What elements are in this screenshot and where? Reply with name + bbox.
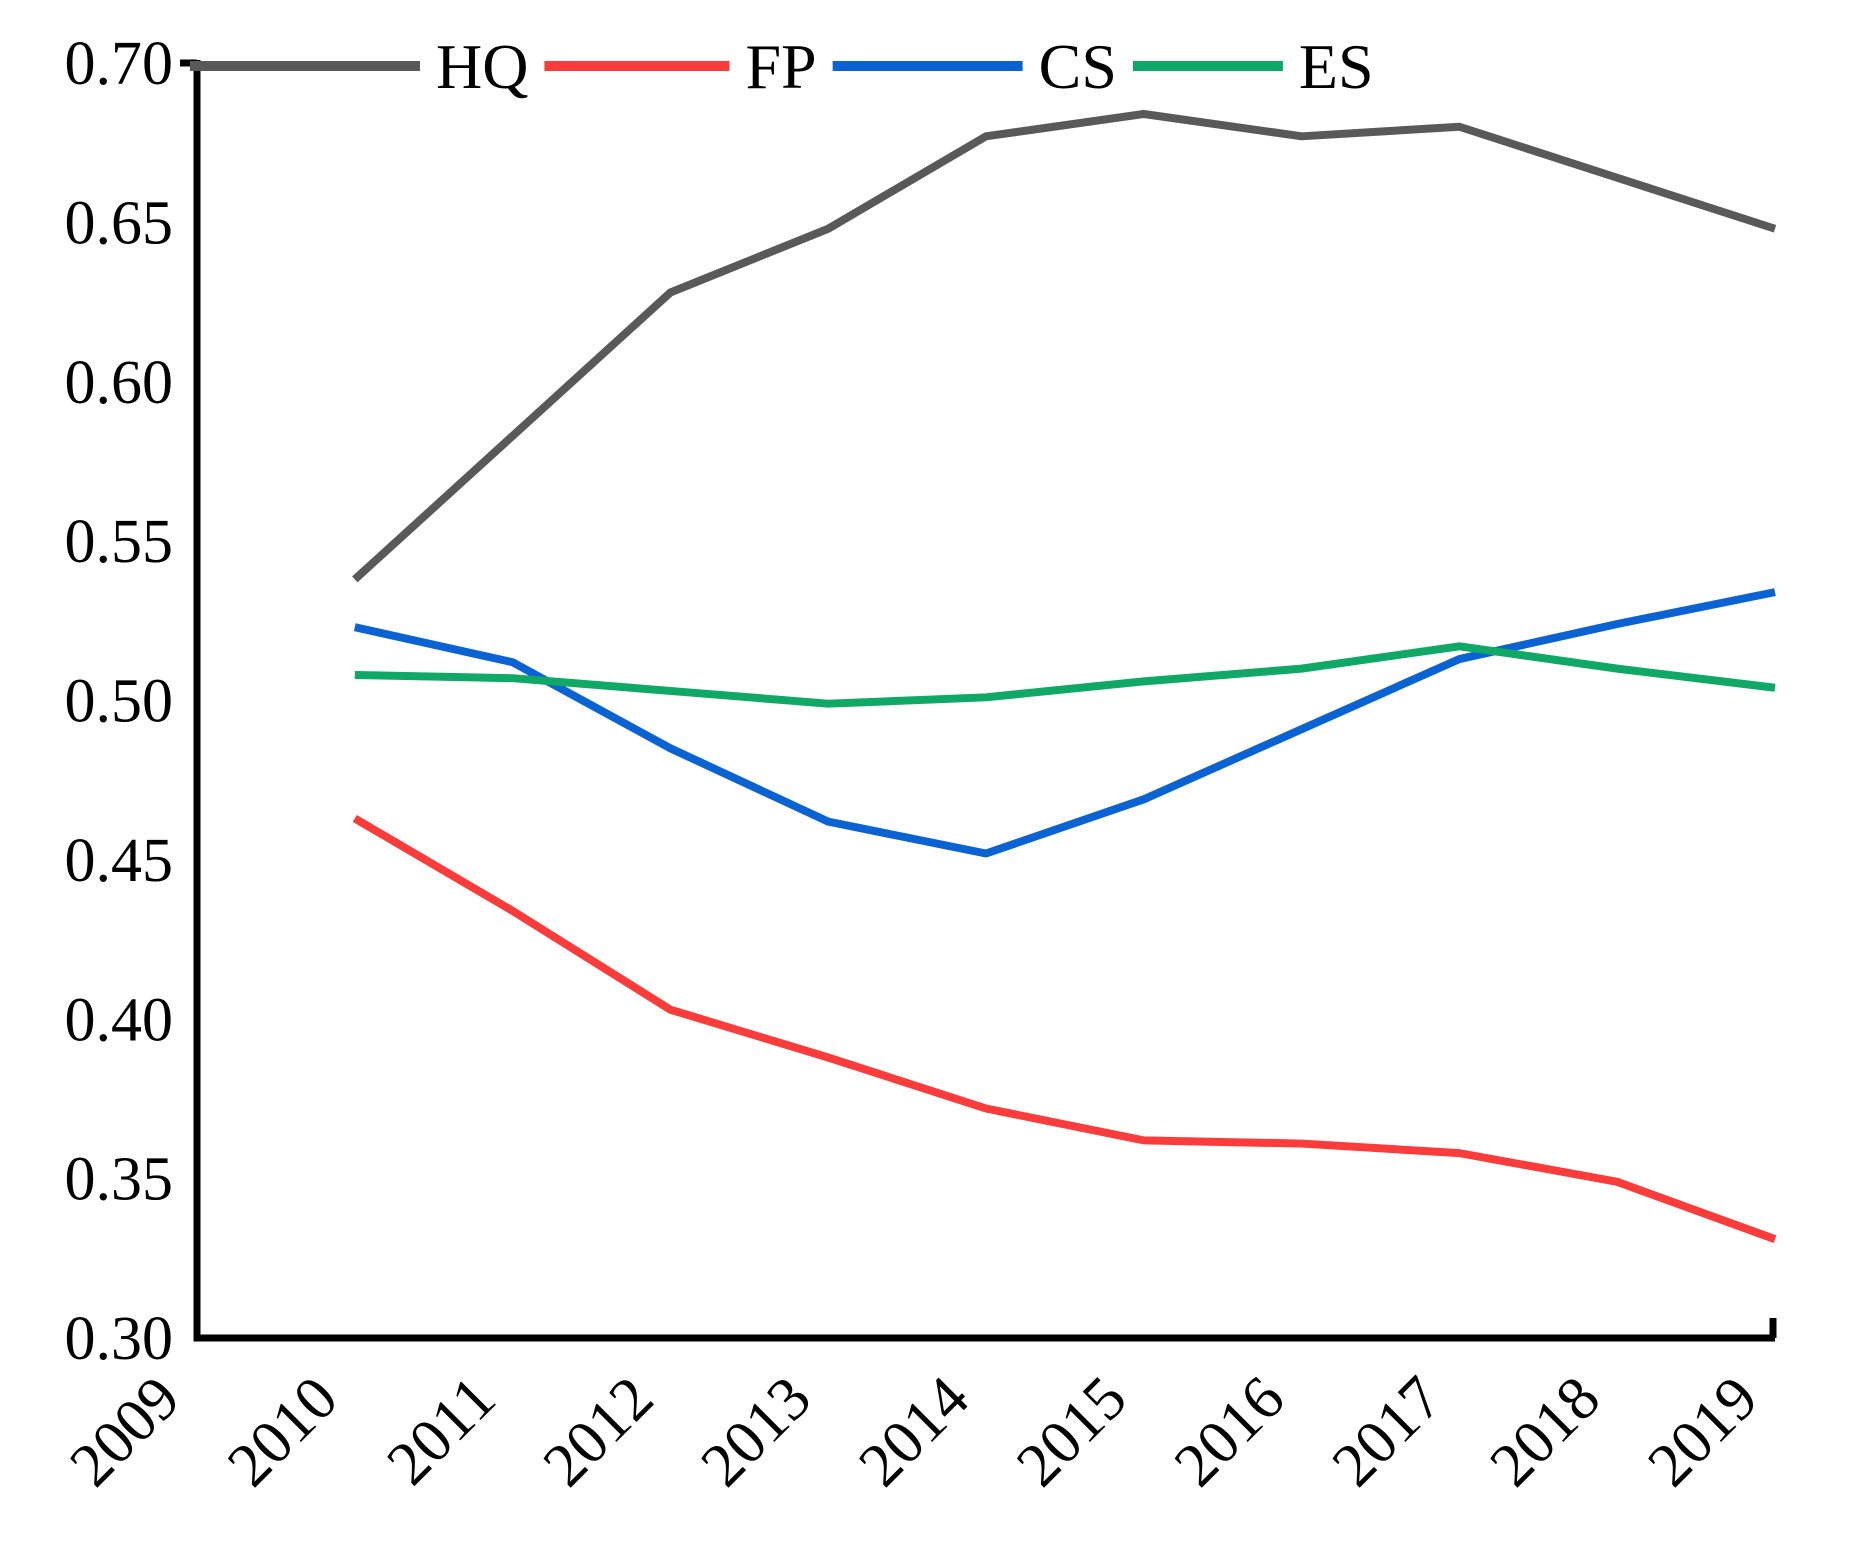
y-tick-label: 0.65 bbox=[65, 189, 174, 257]
x-tick-label: 2012 bbox=[531, 1364, 667, 1500]
x-tick-label: 2011 bbox=[374, 1364, 508, 1498]
y-tick-label: 0.60 bbox=[65, 349, 174, 417]
x-tick-label: 2016 bbox=[1162, 1364, 1298, 1500]
series-line-hq bbox=[352, 110, 1777, 583]
y-tick-label: 0.30 bbox=[65, 1305, 174, 1373]
y-tick-label: 0.45 bbox=[65, 827, 174, 895]
y-tick-label: 0.35 bbox=[65, 1146, 174, 1214]
y-tick-label: 0.70 bbox=[65, 30, 174, 98]
x-tick-label: 2019 bbox=[1635, 1364, 1771, 1500]
legend-label-fp: FP bbox=[745, 31, 816, 102]
x-tick-label: 2010 bbox=[215, 1364, 351, 1500]
y-tick-label: 0.55 bbox=[65, 508, 174, 576]
series-line-es bbox=[354, 642, 1776, 708]
series-line-fp bbox=[352, 814, 1777, 1243]
x-tick-label: 2009 bbox=[57, 1364, 193, 1500]
x-tick-label: 2013 bbox=[688, 1364, 824, 1500]
x-tick-label: 2014 bbox=[846, 1364, 982, 1500]
series-line-cs bbox=[353, 588, 1776, 858]
y-tick-label: 0.50 bbox=[65, 668, 174, 736]
legend-label-cs: CS bbox=[1039, 31, 1117, 102]
legend-label-hq: HQ bbox=[436, 31, 528, 102]
x-tick-label: 2015 bbox=[1004, 1364, 1140, 1500]
x-tick-label: 2017 bbox=[1320, 1364, 1456, 1500]
legend-label-es: ES bbox=[1299, 31, 1374, 102]
y-tick-label: 0.40 bbox=[65, 986, 174, 1054]
x-tick-label: 2018 bbox=[1477, 1364, 1613, 1500]
